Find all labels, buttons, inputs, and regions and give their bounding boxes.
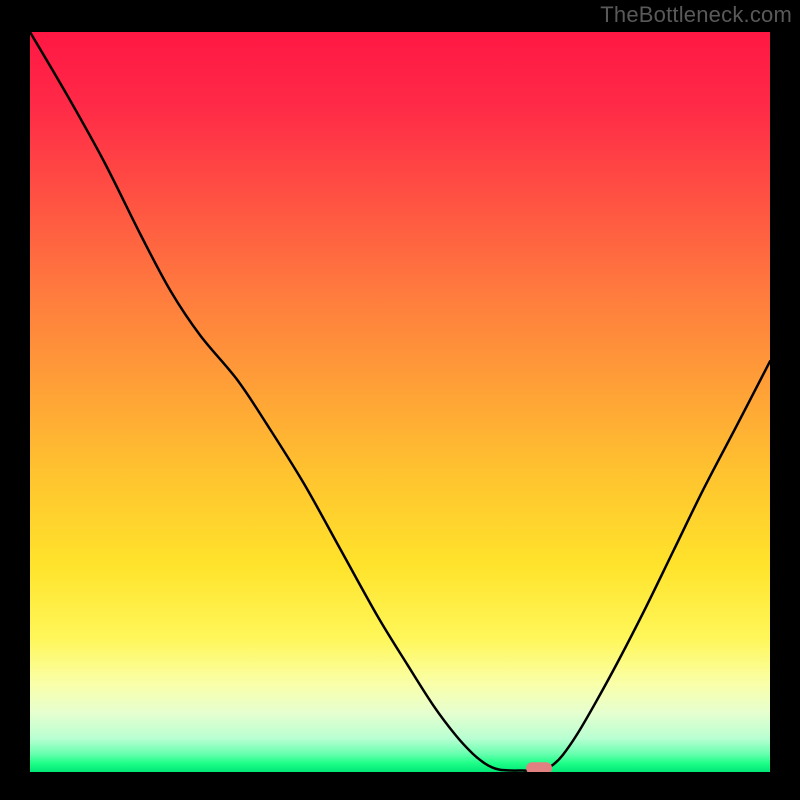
plot-background-gradient — [30, 32, 770, 772]
chart-container: TheBottleneck.com — [0, 0, 800, 800]
optimum-marker — [526, 762, 552, 774]
watermark-text: TheBottleneck.com — [600, 2, 792, 28]
bottleneck-curve-chart — [0, 0, 800, 800]
